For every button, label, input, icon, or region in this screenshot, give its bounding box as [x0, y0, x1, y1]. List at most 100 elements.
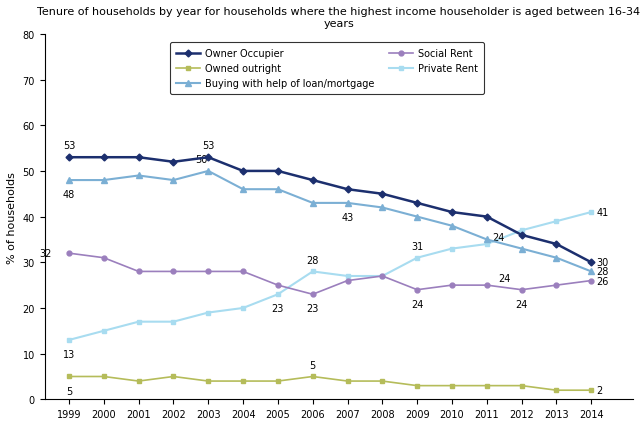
Text: 28: 28	[596, 267, 609, 277]
Social Rent	[170, 269, 177, 274]
Social Rent	[483, 283, 491, 288]
Owner Occupier	[413, 201, 421, 206]
Private Rent	[170, 320, 177, 325]
Private Rent	[204, 310, 212, 315]
Buying with help of loan/mortgage	[100, 178, 108, 183]
Private Rent	[100, 328, 108, 334]
Social Rent	[309, 292, 317, 297]
Text: 13: 13	[63, 349, 75, 359]
Line: Buying with help of loan/mortgage: Buying with help of loan/mortgage	[66, 168, 595, 275]
Private Rent	[483, 242, 491, 247]
Title: Tenure of households by year for households where the highest income householder: Tenure of households by year for househo…	[37, 7, 640, 29]
Text: 50: 50	[195, 155, 207, 165]
Owned outright	[483, 383, 491, 388]
Private Rent	[448, 247, 456, 252]
Social Rent	[274, 283, 282, 288]
Text: 26: 26	[596, 276, 609, 286]
Owned outright	[344, 379, 351, 384]
Line: Owned outright: Owned outright	[67, 374, 594, 393]
Private Rent	[65, 337, 73, 343]
Line: Social Rent: Social Rent	[67, 251, 594, 297]
Text: 5: 5	[310, 360, 316, 370]
Private Rent	[135, 320, 143, 325]
Owner Occupier	[204, 155, 212, 161]
Social Rent	[239, 269, 247, 274]
Social Rent	[378, 274, 386, 279]
Line: Private Rent: Private Rent	[67, 210, 594, 343]
Social Rent	[344, 278, 351, 283]
Text: 24: 24	[515, 299, 528, 309]
Social Rent	[588, 278, 595, 283]
Text: 2: 2	[596, 385, 603, 395]
Buying with help of loan/mortgage	[239, 187, 247, 192]
Owner Occupier	[483, 215, 491, 220]
Buying with help of loan/mortgage	[309, 201, 317, 206]
Buying with help of loan/mortgage	[135, 173, 143, 178]
Social Rent	[204, 269, 212, 274]
Buying with help of loan/mortgage	[378, 205, 386, 210]
Private Rent	[518, 228, 525, 233]
Owned outright	[204, 379, 212, 384]
Buying with help of loan/mortgage	[552, 256, 560, 261]
Text: 5: 5	[66, 386, 72, 396]
Owned outright	[65, 374, 73, 379]
Owner Occupier	[65, 155, 73, 161]
Social Rent	[448, 283, 456, 288]
Owned outright	[100, 374, 108, 379]
Owned outright	[552, 388, 560, 393]
Buying with help of loan/mortgage	[204, 169, 212, 174]
Owner Occupier	[552, 242, 560, 247]
Social Rent	[552, 283, 560, 288]
Private Rent	[344, 274, 351, 279]
Owned outright	[309, 374, 317, 379]
Private Rent	[552, 219, 560, 224]
Buying with help of loan/mortgage	[65, 178, 73, 183]
Buying with help of loan/mortgage	[483, 237, 491, 242]
Legend: Owner Occupier, Owned outright, Buying with help of loan/mortgage, Social Rent, : Owner Occupier, Owned outright, Buying w…	[170, 43, 484, 95]
Owned outright	[135, 379, 143, 384]
Private Rent	[309, 269, 317, 274]
Social Rent	[518, 288, 525, 293]
Text: 53: 53	[202, 141, 214, 151]
Owner Occupier	[378, 192, 386, 197]
Text: 23: 23	[307, 304, 319, 314]
Buying with help of loan/mortgage	[518, 247, 525, 252]
Buying with help of loan/mortgage	[274, 187, 282, 192]
Text: 48: 48	[63, 190, 75, 200]
Social Rent	[413, 288, 421, 293]
Owned outright	[448, 383, 456, 388]
Social Rent	[100, 256, 108, 261]
Owner Occupier	[170, 160, 177, 165]
Buying with help of loan/mortgage	[344, 201, 351, 206]
Owned outright	[518, 383, 525, 388]
Owner Occupier	[239, 169, 247, 174]
Social Rent	[65, 251, 73, 256]
Text: 23: 23	[272, 304, 284, 314]
Owned outright	[588, 388, 595, 393]
Owner Occupier	[274, 169, 282, 174]
Text: 41: 41	[596, 207, 609, 218]
Y-axis label: % of households: % of households	[7, 171, 17, 263]
Text: 28: 28	[307, 255, 319, 265]
Owner Occupier	[135, 155, 143, 161]
Buying with help of loan/mortgage	[413, 215, 421, 220]
Text: 24: 24	[492, 232, 504, 242]
Private Rent	[239, 306, 247, 311]
Buying with help of loan/mortgage	[448, 224, 456, 229]
Text: 30: 30	[596, 258, 609, 268]
Owner Occupier	[588, 260, 595, 265]
Line: Owner Occupier: Owner Occupier	[67, 155, 594, 265]
Owned outright	[274, 379, 282, 384]
Text: 24: 24	[498, 273, 511, 283]
Owned outright	[239, 379, 247, 384]
Private Rent	[274, 292, 282, 297]
Social Rent	[135, 269, 143, 274]
Private Rent	[413, 256, 421, 261]
Owner Occupier	[344, 187, 351, 192]
Buying with help of loan/mortgage	[588, 269, 595, 274]
Text: 24: 24	[411, 299, 423, 309]
Private Rent	[588, 210, 595, 215]
Owner Occupier	[309, 178, 317, 183]
Text: 43: 43	[341, 213, 354, 222]
Owner Occupier	[518, 233, 525, 238]
